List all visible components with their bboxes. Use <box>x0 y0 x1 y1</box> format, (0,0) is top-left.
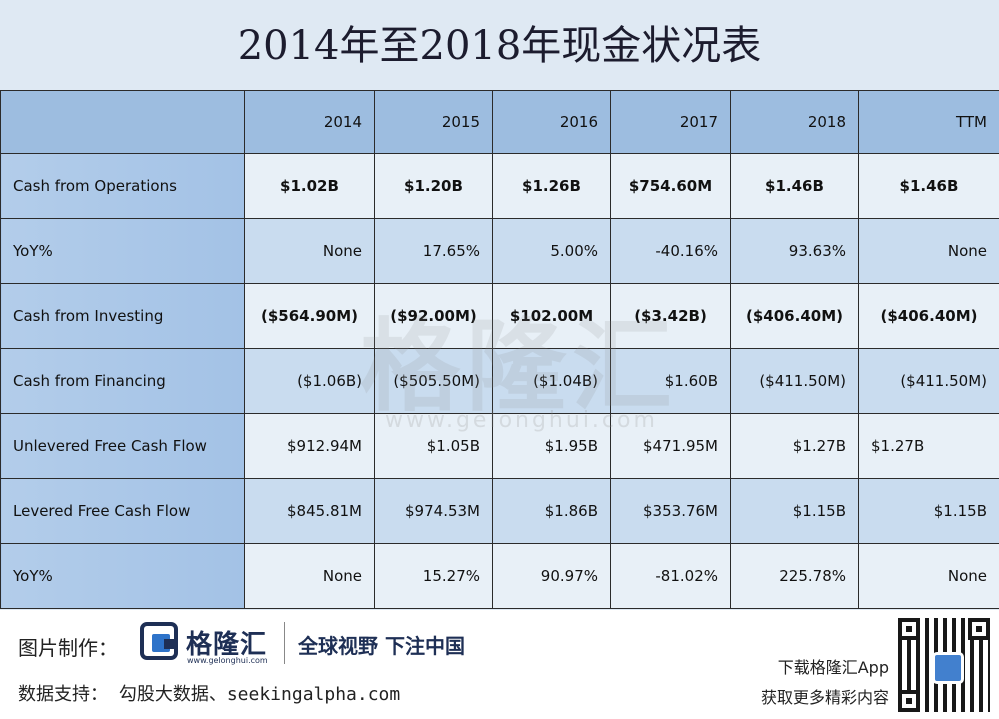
table-cell: $471.95M <box>610 413 731 479</box>
table-cell: ($411.50M) <box>858 348 999 414</box>
logo-url: www.gelonghui.com <box>187 656 268 665</box>
header-cell-2016: 2016 <box>492 90 611 154</box>
data-source: 数据支持： 勾股大数据、seekingalpha.com <box>18 684 401 705</box>
made-by-label: 图片制作： <box>18 636 118 660</box>
table-cell: $1.27B <box>730 413 859 479</box>
table-cell: $1.46B <box>730 153 859 219</box>
table-cell: $1.46B <box>858 153 999 219</box>
table-cell: ($505.50M) <box>374 348 493 414</box>
table-row: Levered Free Cash Flow $845.81M $974.53M… <box>0 478 999 544</box>
table-row: Unlevered Free Cash Flow $912.94M $1.05B… <box>0 413 999 479</box>
table-cell: 90.97% <box>492 543 611 609</box>
table-cell: $1.20B <box>374 153 493 219</box>
table-cell: $1.15B <box>730 478 859 544</box>
row-label: Cash from Financing <box>0 348 245 414</box>
table-cell: ($1.04B) <box>492 348 611 414</box>
table-cell: None <box>244 543 375 609</box>
table-cell: None <box>244 218 375 284</box>
row-label: YoY% <box>0 543 245 609</box>
header-cell-2014: 2014 <box>244 90 375 154</box>
table-header-row: 2014 2015 2016 2017 2018 TTM <box>0 90 999 154</box>
cash-flow-table: 2014 2015 2016 2017 2018 TTM Cash from O… <box>0 90 999 609</box>
table-cell: ($411.50M) <box>730 348 859 414</box>
table-cell: $1.27B <box>858 413 999 479</box>
footer-divider <box>284 622 285 664</box>
header-cell-2015: 2015 <box>374 90 493 154</box>
table-row: Cash from Investing ($564.90M) ($92.00M)… <box>0 283 999 349</box>
table-cell: $1.60B <box>610 348 731 414</box>
table-cell: $1.95B <box>492 413 611 479</box>
row-label: Unlevered Free Cash Flow <box>0 413 245 479</box>
table-cell: 5.00% <box>492 218 611 284</box>
table-cell: $102.00M <box>492 283 611 349</box>
table-cell: $974.53M <box>374 478 493 544</box>
table-cell: $1.02B <box>244 153 375 219</box>
table-cell: $353.76M <box>610 478 731 544</box>
table-row: YoY% None 15.27% 90.97% -81.02% 225.78% … <box>0 543 999 609</box>
table-cell: 15.27% <box>374 543 493 609</box>
table-cell: None <box>858 218 999 284</box>
table-cell: None <box>858 543 999 609</box>
gelonghui-logo-icon <box>140 622 178 660</box>
header-cell-2018: 2018 <box>730 90 859 154</box>
table-cell: 93.63% <box>730 218 859 284</box>
table-cell: ($92.00M) <box>374 283 493 349</box>
table-cell: -81.02% <box>610 543 731 609</box>
table-cell: ($1.06B) <box>244 348 375 414</box>
table-cell: $845.81M <box>244 478 375 544</box>
logo-text: 格隆汇 <box>186 630 268 660</box>
table-row: Cash from Operations $1.02B $1.20B $1.26… <box>0 153 999 219</box>
app-download-text: 下载格隆汇App <box>777 658 889 677</box>
table-row: Cash from Financing ($1.06B) ($505.50M) … <box>0 348 999 414</box>
table-cell: ($406.40M) <box>730 283 859 349</box>
table-cell: ($564.90M) <box>244 283 375 349</box>
header-cell-ttm: TTM <box>858 90 999 154</box>
app-promo-text: 获取更多精彩内容 <box>760 688 889 707</box>
table-cell: 17.65% <box>374 218 493 284</box>
table-cell: $912.94M <box>244 413 375 479</box>
qr-code-icon[interactable] <box>898 618 990 712</box>
footer: 图片制作： 格隆汇 www.gelonghui.com 全球视野 下注中国 数据… <box>0 610 999 719</box>
header-cell-2017: 2017 <box>610 90 731 154</box>
table-cell: ($406.40M) <box>858 283 999 349</box>
table-cell: $1.05B <box>374 413 493 479</box>
row-label: Levered Free Cash Flow <box>0 478 245 544</box>
slogan: 全球视野 下注中国 <box>298 634 465 658</box>
row-label: YoY% <box>0 218 245 284</box>
page-title: 2014年至2018年现金状况表 <box>237 23 762 69</box>
table-cell: $1.15B <box>858 478 999 544</box>
table-cell: $1.86B <box>492 478 611 544</box>
table-cell: ($3.42B) <box>610 283 731 349</box>
table-cell: $1.26B <box>492 153 611 219</box>
row-label: Cash from Operations <box>0 153 245 219</box>
table-cell: 225.78% <box>730 543 859 609</box>
table-cell: $754.60M <box>610 153 731 219</box>
table-row: YoY% None 17.65% 5.00% -40.16% 93.63% No… <box>0 218 999 284</box>
table-cell: -40.16% <box>610 218 731 284</box>
row-label: Cash from Investing <box>0 283 245 349</box>
header-cell-empty <box>0 90 245 154</box>
